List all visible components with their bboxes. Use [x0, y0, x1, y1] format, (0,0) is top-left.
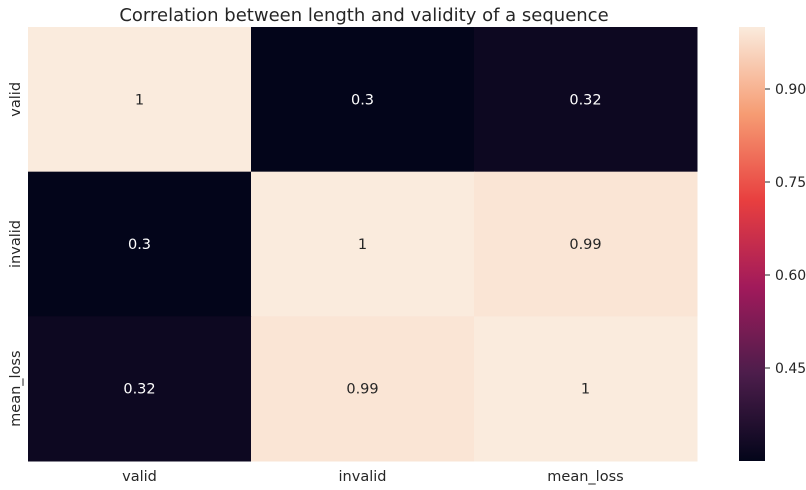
x-tick-label: invalid	[339, 469, 387, 485]
cell-label: 0.99	[346, 382, 378, 398]
heatmap-cell-mean_loss-invalid	[251, 316, 475, 462]
cell-label: 1	[135, 92, 144, 108]
x-tick-label: valid	[122, 469, 157, 485]
colorbar-tick-label: 0.45	[775, 361, 806, 377]
x-axis-ticks: valid invalid mean_loss	[122, 469, 624, 485]
cell-label: 0.3	[128, 237, 151, 253]
chart-title: Correlation between length and validity …	[119, 5, 608, 26]
heatmap-cell-invalid-valid	[28, 171, 252, 317]
x-tick-label: mean_loss	[547, 469, 623, 485]
heatmap-cells	[28, 27, 698, 462]
y-tick-label: valid	[8, 82, 24, 117]
cell-labels: 1 0.3 0.32 0.3 1 0.99 0.32 0.99 1	[123, 92, 601, 397]
colorbar-tick-label: 0.75	[775, 175, 806, 191]
y-axis-ticks: valid invalid mean_loss	[8, 82, 24, 427]
cell-label: 1	[358, 237, 367, 253]
y-tick-label: mean_loss	[8, 350, 24, 426]
cell-label: 0.3	[351, 92, 374, 108]
cell-label: 0.32	[123, 382, 155, 398]
heatmap-cell-valid-invalid	[251, 27, 475, 173]
colorbar-ticks: 0.45 0.60 0.75 0.90	[765, 82, 806, 377]
y-tick-label: invalid	[8, 220, 24, 268]
colorbar-tick-label: 0.60	[775, 268, 806, 284]
colorbar-tick-label: 0.90	[775, 82, 806, 98]
heatmap-cell-valid-mean_loss	[474, 27, 698, 173]
heatmap-cell-invalid-mean_loss	[474, 171, 698, 317]
heatmap-cell-invalid-invalid	[251, 171, 475, 317]
cell-label: 0.99	[569, 237, 601, 253]
cell-label: 0.32	[569, 92, 601, 108]
colorbar	[739, 27, 765, 461]
heatmap-cell-mean_loss-mean_loss	[474, 316, 698, 462]
cell-label: 1	[581, 382, 590, 398]
heatmap-cell-mean_loss-valid	[28, 316, 252, 462]
heatmap-cell-valid-valid	[28, 27, 252, 173]
